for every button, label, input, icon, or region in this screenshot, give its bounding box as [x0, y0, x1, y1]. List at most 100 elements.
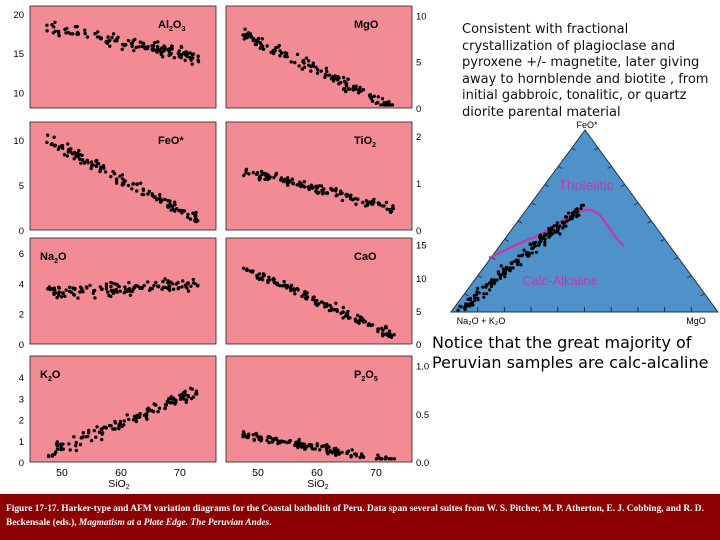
afm-point: [571, 213, 575, 218]
data-point: [381, 334, 385, 338]
data-point: [120, 173, 125, 177]
data-point: [64, 288, 68, 292]
data-point: [75, 24, 79, 29]
caption-text: Figure 17-17. Harker-type and AFM variat…: [6, 504, 704, 528]
data-point: [88, 283, 92, 288]
data-point: [138, 40, 142, 44]
afm-point: [556, 227, 561, 231]
data-point: [296, 445, 300, 450]
data-point: [51, 453, 55, 457]
afm-point: [553, 230, 557, 234]
data-point: [289, 60, 293, 64]
data-point: [342, 75, 346, 80]
afm-point: [493, 279, 498, 283]
tholeiitic-label: Tholeiitic: [558, 177, 613, 193]
data-point: [163, 277, 167, 281]
data-point: [334, 187, 338, 191]
afm-point: [491, 279, 495, 283]
afm-point: [489, 283, 493, 287]
afm-point: [527, 251, 531, 255]
data-point: [341, 87, 346, 91]
data-point: [356, 197, 360, 201]
data-point: [69, 290, 73, 294]
data-point: [241, 266, 246, 270]
afm-point: [484, 283, 488, 287]
afm-point: [547, 226, 551, 231]
data-point: [303, 296, 307, 300]
data-point: [176, 287, 180, 291]
data-point: [370, 99, 375, 103]
afm-tick: [633, 202, 639, 206]
data-point: [163, 197, 167, 202]
data-point: [50, 142, 54, 146]
data-point: [346, 77, 350, 81]
data-point: [280, 51, 284, 55]
y-tick-k2o-4: 0: [19, 458, 24, 469]
data-point: [85, 158, 89, 162]
afm-point: [469, 303, 473, 307]
afm-point: [547, 235, 551, 239]
data-point: [63, 294, 67, 298]
data-point: [267, 275, 271, 279]
data-point: [152, 402, 156, 406]
data-point: [109, 288, 114, 293]
data-point: [121, 177, 125, 181]
data-point: [167, 50, 172, 54]
harker-diagrams: Al2O3201510MgO1050FeO*1050TiO2210Na2O642…: [13, 5, 429, 491]
data-point: [180, 209, 185, 213]
description-text: Consistent with fractional crystallizati…: [462, 22, 709, 120]
data-point: [194, 219, 198, 224]
data-point: [145, 413, 149, 417]
data-point: [59, 295, 64, 299]
afm-point: [501, 270, 505, 274]
afm-point: [467, 303, 471, 307]
afm-point: [552, 228, 556, 232]
data-point: [109, 174, 113, 179]
afm-point: [577, 213, 581, 217]
afm-point: [538, 233, 542, 237]
data-point: [160, 46, 164, 50]
y-tick-tio2-0: 2: [416, 132, 421, 143]
afm-point: [543, 243, 547, 247]
data-point: [71, 292, 76, 296]
afm-point: [531, 245, 536, 249]
panel-label-tio2: TiO2: [354, 135, 376, 149]
data-point: [297, 64, 301, 68]
afm-point: [543, 233, 547, 238]
afm-point: [499, 264, 503, 268]
data-point: [172, 56, 176, 60]
data-point: [315, 442, 319, 446]
y-tick-k2o-3: 1: [19, 437, 24, 448]
afm-point: [484, 285, 488, 289]
data-point: [138, 181, 143, 185]
data-point: [261, 47, 266, 51]
data-point: [100, 287, 104, 291]
data-point: [95, 158, 99, 163]
data-point: [100, 432, 104, 436]
data-point: [68, 285, 72, 289]
data-point: [75, 32, 79, 36]
harker-panel-tio2: TiO2 2 1 0: [225, 121, 421, 237]
data-point: [387, 457, 391, 461]
x-axis-label-right: SiO2: [307, 478, 329, 491]
afm-point: [500, 272, 504, 277]
data-point: [282, 279, 286, 284]
afm-point: [574, 208, 578, 212]
afm-point: [468, 303, 472, 307]
data-point: [178, 397, 183, 401]
data-point: [358, 315, 362, 319]
data-point: [110, 35, 114, 40]
panel-label-mgo: MgO: [354, 19, 379, 31]
data-point: [141, 41, 145, 45]
data-point: [267, 440, 271, 445]
data-point: [384, 455, 388, 459]
data-point: [80, 158, 85, 162]
data-point: [328, 303, 332, 308]
data-point: [57, 34, 61, 38]
data-point: [279, 176, 284, 180]
afm-point: [539, 235, 543, 240]
data-point: [299, 184, 303, 189]
data-point: [83, 28, 87, 32]
data-point: [349, 455, 353, 459]
afm-point: [561, 220, 565, 224]
